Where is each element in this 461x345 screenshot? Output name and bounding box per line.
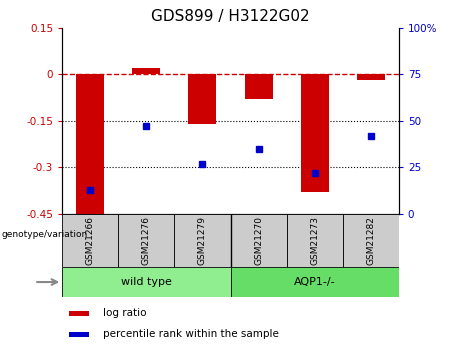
Bar xyxy=(62,214,118,267)
Bar xyxy=(69,332,89,337)
Text: AQP1-/-: AQP1-/- xyxy=(294,277,336,287)
Bar xyxy=(287,214,343,267)
Bar xyxy=(343,214,399,267)
Bar xyxy=(118,214,174,267)
Text: GSM21276: GSM21276 xyxy=(142,216,151,265)
Text: GSM21266: GSM21266 xyxy=(86,216,95,265)
Text: GSM21279: GSM21279 xyxy=(198,216,207,265)
Bar xyxy=(244,74,272,99)
Bar xyxy=(189,74,217,124)
Bar xyxy=(357,74,385,80)
Text: genotype/variation: genotype/variation xyxy=(1,230,88,239)
Bar xyxy=(301,74,329,192)
Bar xyxy=(76,74,104,217)
Bar xyxy=(230,267,399,297)
Text: log ratio: log ratio xyxy=(103,308,146,318)
Bar xyxy=(69,311,89,316)
Text: wild type: wild type xyxy=(121,277,172,287)
Text: GSM21270: GSM21270 xyxy=(254,216,263,265)
Bar xyxy=(230,214,287,267)
Text: GSM21273: GSM21273 xyxy=(310,216,319,265)
Bar xyxy=(132,68,160,74)
Text: GSM21282: GSM21282 xyxy=(366,216,375,265)
Text: percentile rank within the sample: percentile rank within the sample xyxy=(103,329,278,339)
Title: GDS899 / H3122G02: GDS899 / H3122G02 xyxy=(151,9,310,24)
Bar xyxy=(62,267,230,297)
Bar xyxy=(174,214,230,267)
